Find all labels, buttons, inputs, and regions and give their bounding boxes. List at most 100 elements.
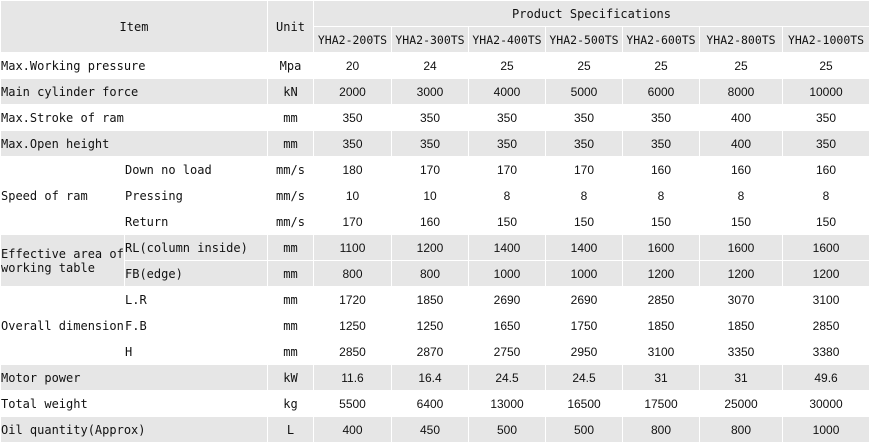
header-model: YHA2-800TS [699, 26, 783, 53]
cell-value: 170 [313, 208, 392, 235]
cell-value: 150 [699, 208, 783, 235]
header-model: YHA2-500TS [545, 26, 623, 53]
cell-value: 350 [391, 104, 469, 131]
cell-value: 30000 [781, 390, 869, 417]
cell-value: 1650 [468, 312, 546, 339]
cell-value: 400 [313, 416, 392, 443]
cell-value: 350 [622, 104, 700, 131]
row-sublabel: H [124, 338, 268, 365]
cell-value: 8 [699, 182, 783, 209]
cell-value: 1100 [313, 234, 392, 261]
cell-value: 2850 [313, 338, 392, 365]
cell-value: 25000 [699, 390, 783, 417]
cell-value: 25 [545, 52, 623, 79]
cell-value: 8 [781, 182, 869, 209]
cell-value: 6000 [622, 78, 700, 105]
cell-value: 350 [468, 104, 546, 131]
cell-value: 350 [468, 130, 546, 157]
cell-value: 10 [391, 182, 469, 209]
cell-value: 2690 [545, 286, 623, 313]
cell-value: 150 [622, 208, 700, 235]
row-unit: mm [267, 104, 314, 131]
cell-value: 150 [468, 208, 546, 235]
row-unit: mm [267, 130, 314, 157]
cell-value: 11.6 [313, 364, 392, 391]
cell-value: 1600 [781, 234, 869, 261]
header-product-specifications: Product Specifications [312, 0, 869, 27]
row-unit: Mpa [267, 52, 314, 79]
cell-value: 170 [545, 156, 623, 183]
row-label: Max.Stroke of ram [0, 104, 268, 131]
cell-value: 350 [313, 130, 392, 157]
cell-value: 350 [391, 130, 469, 157]
cell-value: 1200 [699, 260, 783, 287]
cell-value: 10000 [781, 78, 869, 105]
cell-value: 25 [622, 52, 700, 79]
cell-value: 1600 [622, 234, 700, 261]
cell-value: 2750 [468, 338, 546, 365]
cell-value: 1720 [313, 286, 392, 313]
cell-value: 500 [468, 416, 546, 443]
cell-value: 500 [545, 416, 623, 443]
cell-value: 49.6 [781, 364, 869, 391]
cell-value: 800 [622, 416, 700, 443]
row-overall-dimension-lr: Overall dimension L.R mm 1720 1850 2690 … [0, 286, 869, 365]
cell-value: 400 [699, 130, 783, 157]
header-model: YHA2-600TS [622, 26, 700, 53]
row-unit: kW [267, 364, 314, 391]
cell-value: 350 [545, 130, 623, 157]
cell-value: 13000 [468, 390, 546, 417]
row-unit: mm [267, 312, 314, 339]
row-sublabel: F.B [124, 312, 268, 339]
cell-value: 1200 [781, 260, 869, 287]
cell-value: 2850 [622, 286, 700, 313]
header-model: YHA2-200TS [313, 26, 392, 53]
cell-value: 1200 [622, 260, 700, 287]
row-unit: kg [267, 390, 314, 417]
cell-value: 8 [468, 182, 546, 209]
row-speed-pressing: Pressing mm/s 10 10 8 8 8 8 8 [1, 182, 869, 209]
cell-value: 160 [699, 156, 783, 183]
cell-value: 5000 [545, 78, 623, 105]
row-sublabel: L.R [124, 286, 268, 313]
row-sublabel: FB(edge) [124, 260, 268, 287]
header-model: YHA2-300TS [391, 26, 469, 53]
cell-value: 6400 [391, 390, 469, 417]
group-label-overall-dimension: Overall dimension [0, 286, 125, 365]
cell-value: 800 [313, 260, 392, 287]
cell-value: 350 [781, 104, 869, 131]
cell-value: 1850 [391, 286, 469, 313]
cell-value: 2000 [313, 78, 392, 105]
cell-value: 24.5 [468, 364, 546, 391]
cell-value: 1850 [699, 312, 783, 339]
row-sublabel: Down no load [124, 156, 268, 183]
cell-value: 1000 [545, 260, 623, 287]
cell-value: 160 [781, 156, 869, 183]
cell-value: 3070 [699, 286, 783, 313]
cell-value: 2850 [781, 312, 869, 339]
cell-value: 350 [622, 130, 700, 157]
row-unit: kN [267, 78, 314, 105]
row-unit: L [267, 416, 314, 443]
cell-value: 2690 [468, 286, 546, 313]
row-main-cylinder-force: Main cylinder force kN 2000 3000 4000 50… [0, 78, 869, 105]
cell-value: 25 [468, 52, 546, 79]
cell-value: 180 [313, 156, 392, 183]
cell-value: 25 [699, 52, 783, 79]
row-unit: mm/s [267, 208, 314, 235]
cell-value: 1600 [699, 234, 783, 261]
header-item: Item [0, 0, 268, 53]
cell-value: 2950 [545, 338, 623, 365]
cell-value: 1000 [781, 416, 869, 443]
group-label-effective-area: Effective area of working table [0, 234, 125, 287]
group-label-speed-of-ram: Speed of ram [0, 156, 125, 235]
row-overall-dimension-h: H mm 2850 2870 2750 2950 3100 3350 3380 [1, 338, 869, 365]
cell-value: 450 [391, 416, 469, 443]
row-max-open-height: Max.Open height mm 350 350 350 350 350 4… [0, 130, 869, 157]
row-overall-dimension-fb: F.B mm 1250 1250 1650 1750 1850 1850 285… [1, 312, 869, 339]
row-label: Max.Working pressure [0, 52, 268, 79]
cell-value: 350 [781, 130, 869, 157]
header-model: YHA2-1000TS [781, 26, 869, 53]
